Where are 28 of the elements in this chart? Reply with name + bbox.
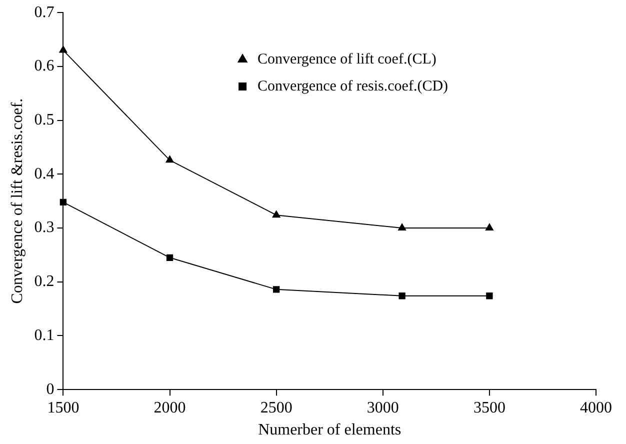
point bbox=[486, 292, 493, 300]
point bbox=[398, 292, 406, 300]
y-tick-label: 0.3 bbox=[34, 219, 54, 236]
point bbox=[166, 254, 174, 261]
x-tick-label: 2500 bbox=[260, 399, 292, 416]
point bbox=[272, 286, 280, 293]
legend-label: Convergence of lift coef.(CL) bbox=[258, 51, 436, 68]
x-tick-label: 4000 bbox=[580, 399, 612, 416]
x-tick-label: 1500 bbox=[47, 399, 80, 416]
x-tick-label: 3000 bbox=[366, 399, 399, 416]
y-tick-label: 0.1 bbox=[34, 326, 54, 344]
x-axis-title: Numerber of elements bbox=[258, 422, 402, 439]
y-tick-label: 0.2 bbox=[34, 273, 54, 290]
point bbox=[272, 210, 280, 218]
y-tick-label: 0.6 bbox=[34, 58, 54, 75]
point bbox=[59, 46, 68, 53]
legend-label: Convergence of resis.coef.(CD) bbox=[258, 78, 448, 94]
y-tick-label: 0.7 bbox=[34, 4, 54, 21]
x-tick-label: 2000 bbox=[154, 399, 186, 416]
point bbox=[398, 224, 406, 231]
y-tick-label: 0.4 bbox=[34, 165, 54, 182]
y-tick-label: 0.5 bbox=[34, 112, 54, 129]
point bbox=[166, 156, 174, 163]
x-tick-label: 3500 bbox=[473, 399, 506, 416]
y-tick-label: 0 bbox=[46, 380, 54, 398]
point bbox=[60, 198, 67, 206]
y-axis-title: Convergence of lift &resis.coef. bbox=[8, 98, 26, 304]
point bbox=[485, 224, 494, 231]
